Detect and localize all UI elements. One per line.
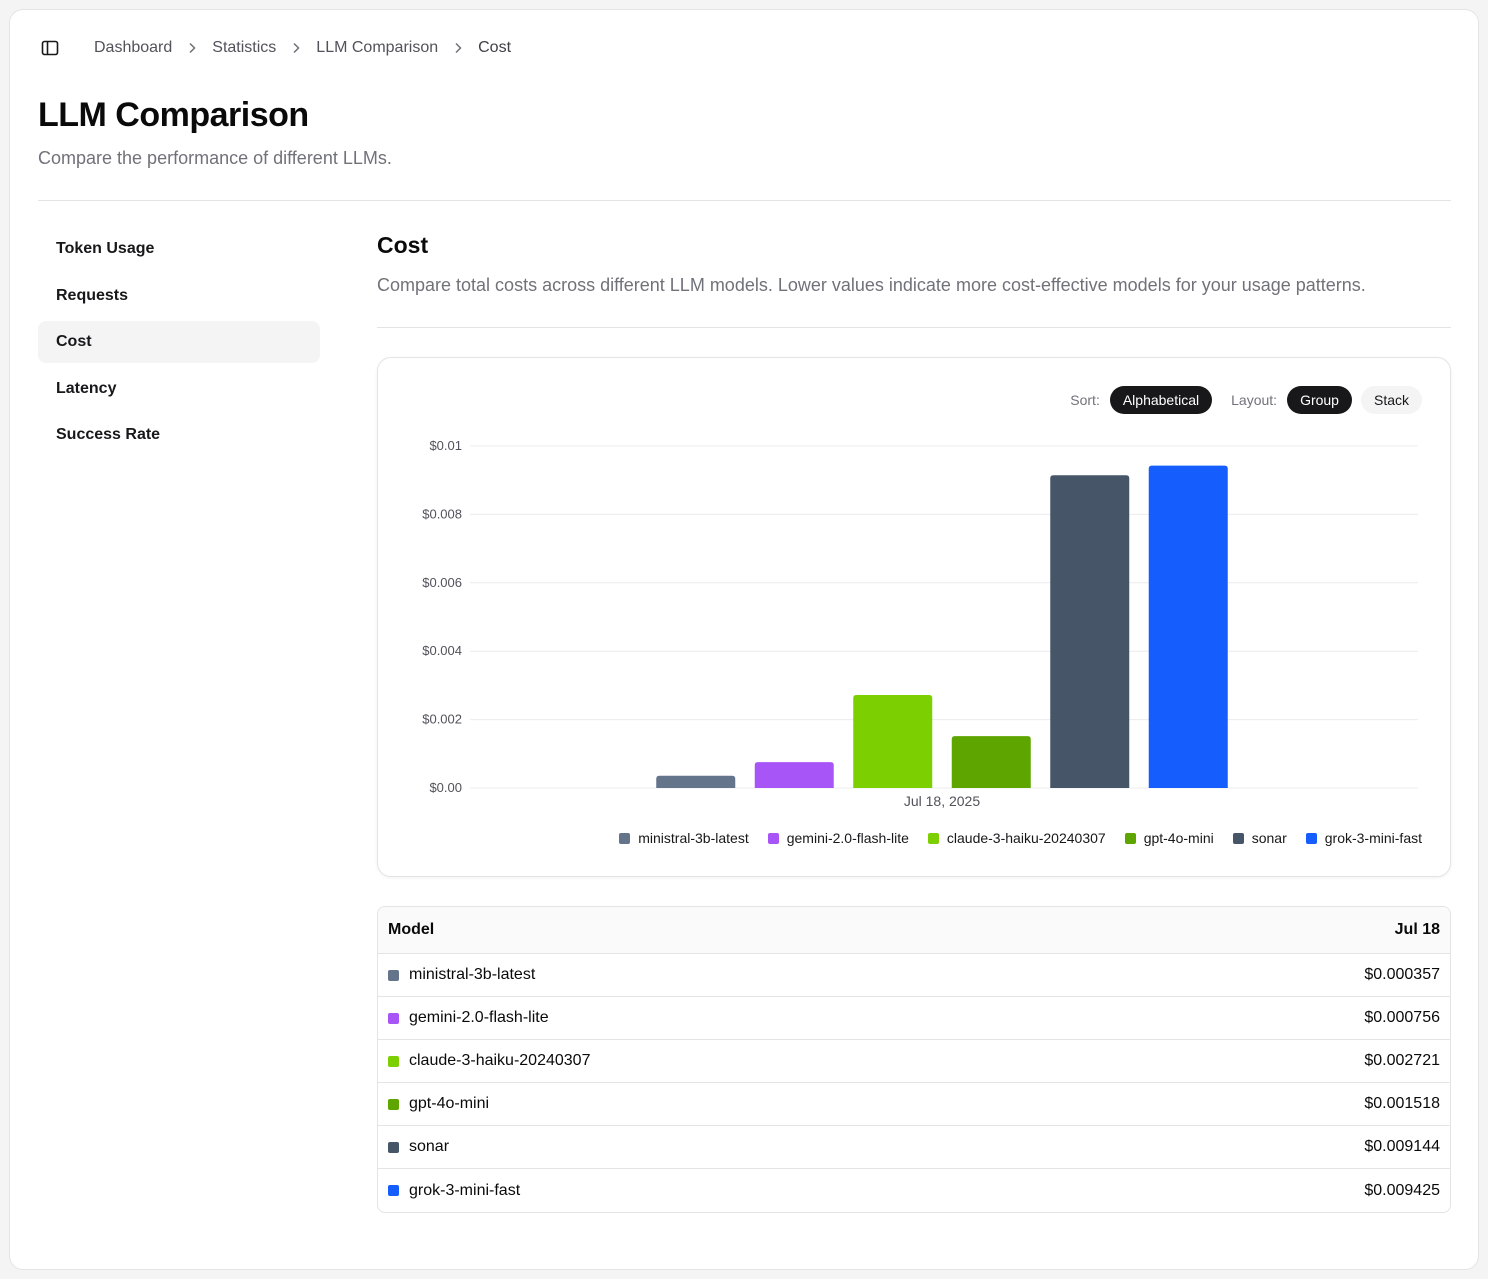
layout-group-button[interactable]: Group [1287, 386, 1352, 414]
cost-chart-card: $0.00 $0.002 $0.004 $0.006 $0.008 $0.01 Jul 18… [377, 357, 1451, 877]
legend-swatch [1124, 832, 1136, 844]
cost-bar-chart: $0.00 $0.002 $0.004 $0.006 $0.008 $0.01 Jul 18… [422, 438, 1418, 809]
page-subtitle: Compare the performance of different LLM… [38, 148, 392, 168]
table-row: grok-3-mini-fast $0.009425 [378, 1169, 1450, 1212]
chevron-right-icon [438, 42, 478, 54]
table-row: sonar $0.009144 [378, 1126, 1450, 1169]
chart-controls: Sort: Alphabetical Layout: Group Stack [1070, 386, 1422, 414]
breadcrumb-dashboard[interactable]: Dashboard [94, 39, 173, 56]
legend-swatch [619, 832, 631, 844]
column-header-model[interactable]: Model [388, 921, 435, 938]
x-tick-label: Jul 18, 2025 [904, 793, 980, 809]
y-tick-label: $0.004 [422, 643, 462, 658]
y-tick-label: $0.00 [429, 780, 462, 795]
breadcrumb: Dashboard Statistics LLM Comparison Cost [94, 39, 511, 57]
legend-swatch [927, 832, 939, 844]
bar-gpt-4o-mini[interactable] [951, 736, 1031, 788]
legend-label: grok-3-mini-fast [1324, 830, 1422, 846]
legend-label: gemini-2.0-flash-lite [786, 830, 909, 846]
cost-value: $0.009425 [1364, 1181, 1440, 1199]
model-color-swatch [388, 1098, 399, 1110]
breadcrumb-current: Cost [478, 39, 512, 56]
model-color-swatch [388, 1012, 399, 1024]
section-description: Compare total costs across different LLM… [377, 275, 1366, 295]
model-name: grok-3-mini-fast [409, 1181, 521, 1199]
legend-label: gpt-4o-mini [1143, 830, 1214, 846]
sort-label: Sort: [1070, 392, 1100, 408]
cost-value: $0.000357 [1364, 966, 1440, 983]
bar-ministral-3b-latest[interactable] [656, 775, 736, 788]
bar-sonar[interactable] [1050, 475, 1130, 788]
legend-swatch [767, 832, 779, 844]
layout-label: Layout: [1231, 392, 1278, 408]
legend-item[interactable]: gemini-2.0-flash-lite [767, 830, 909, 846]
top-bar: Dashboard Statistics LLM Comparison Cost [40, 36, 511, 60]
nav-item-requests[interactable]: Requests [56, 286, 129, 304]
divider [377, 327, 1451, 328]
model-name: claude-3-haiku-20240307 [409, 1052, 591, 1069]
bar-grok-3-mini-fast[interactable] [1148, 465, 1228, 788]
legend-item[interactable]: ministral-3b-latest [619, 830, 749, 846]
legend-label: claude-3-haiku-20240307 [946, 830, 1106, 846]
model-name: gpt-4o-mini [409, 1095, 490, 1112]
nav-item-latency[interactable]: Latency [56, 379, 117, 397]
model-name: gemini-2.0-flash-lite [409, 1009, 549, 1026]
bar-gemini-2.0-flash-lite[interactable] [754, 762, 834, 788]
layout-stack-button[interactable]: Stack [1360, 386, 1422, 414]
nav-item-success-rate[interactable]: Success Rate [56, 426, 161, 443]
app-window: Dashboard Statistics LLM Comparison Cost… [9, 9, 1479, 1270]
model-name: ministral-3b-latest [409, 966, 536, 983]
table-row: gemini-2.0-flash-lite $0.000756 [378, 997, 1450, 1040]
sort-alphabetical-button[interactable]: Alphabetical [1109, 386, 1213, 414]
y-tick-label: $0.008 [422, 506, 462, 521]
table-header: Model Jul 18 [378, 907, 1450, 954]
y-tick-label: $0.01 [429, 438, 462, 453]
legend-swatch [1232, 832, 1244, 844]
sidebar-toggle-icon[interactable] [40, 38, 60, 58]
y-tick-label: $0.002 [422, 712, 462, 727]
model-color-swatch [388, 1055, 399, 1067]
legend-item[interactable]: sonar [1232, 830, 1287, 846]
cost-value: $0.000756 [1364, 1009, 1440, 1026]
model-color-swatch [388, 1141, 399, 1153]
breadcrumb-statistics[interactable]: Statistics [212, 39, 277, 56]
nav-item-token-usage[interactable]: Token Usage [56, 240, 155, 257]
cost-value: $0.009144 [1364, 1138, 1440, 1155]
cost-value: $0.002721 [1364, 1052, 1440, 1069]
cost-table: Model Jul 18 ministral-3b-latest $0.0003… [377, 906, 1451, 1213]
model-color-swatch [388, 969, 399, 981]
table-row: claude-3-haiku-20240307 $0.002721 [378, 1040, 1450, 1083]
chevron-right-icon [172, 42, 212, 54]
breadcrumb-llm-comparison[interactable]: LLM Comparison [316, 39, 439, 56]
bar-claude-3-haiku-20240307[interactable] [853, 694, 933, 788]
model-name: sonar [409, 1138, 450, 1155]
divider [38, 200, 1451, 201]
legend-item[interactable]: gpt-4o-mini [1124, 830, 1214, 846]
legend-item[interactable]: claude-3-haiku-20240307 [927, 830, 1106, 846]
legend-swatch [1305, 832, 1317, 844]
table-row: ministral-3b-latest $0.000357 [378, 954, 1450, 997]
model-color-swatch [388, 1185, 399, 1196]
column-header-date[interactable]: Jul 18 [1394, 921, 1440, 938]
page-title: LLM Comparison [38, 96, 309, 134]
chevron-right-icon [276, 42, 316, 54]
legend-item[interactable]: grok-3-mini-fast [1305, 830, 1422, 846]
section-nav: Token Usage Requests Cost Latency Succes… [38, 228, 320, 461]
legend-label: sonar [1251, 830, 1287, 846]
chart-legend: ministral-3b-latest gemini-2.0-flash-lit… [619, 830, 1422, 846]
cost-value: $0.001518 [1364, 1095, 1440, 1112]
legend-label: ministral-3b-latest [638, 830, 749, 846]
nav-item-cost[interactable]: Cost [38, 321, 320, 363]
section-title: Cost [377, 232, 429, 258]
y-tick-label: $0.006 [422, 575, 462, 590]
table-row: gpt-4o-mini $0.001518 [378, 1083, 1450, 1126]
